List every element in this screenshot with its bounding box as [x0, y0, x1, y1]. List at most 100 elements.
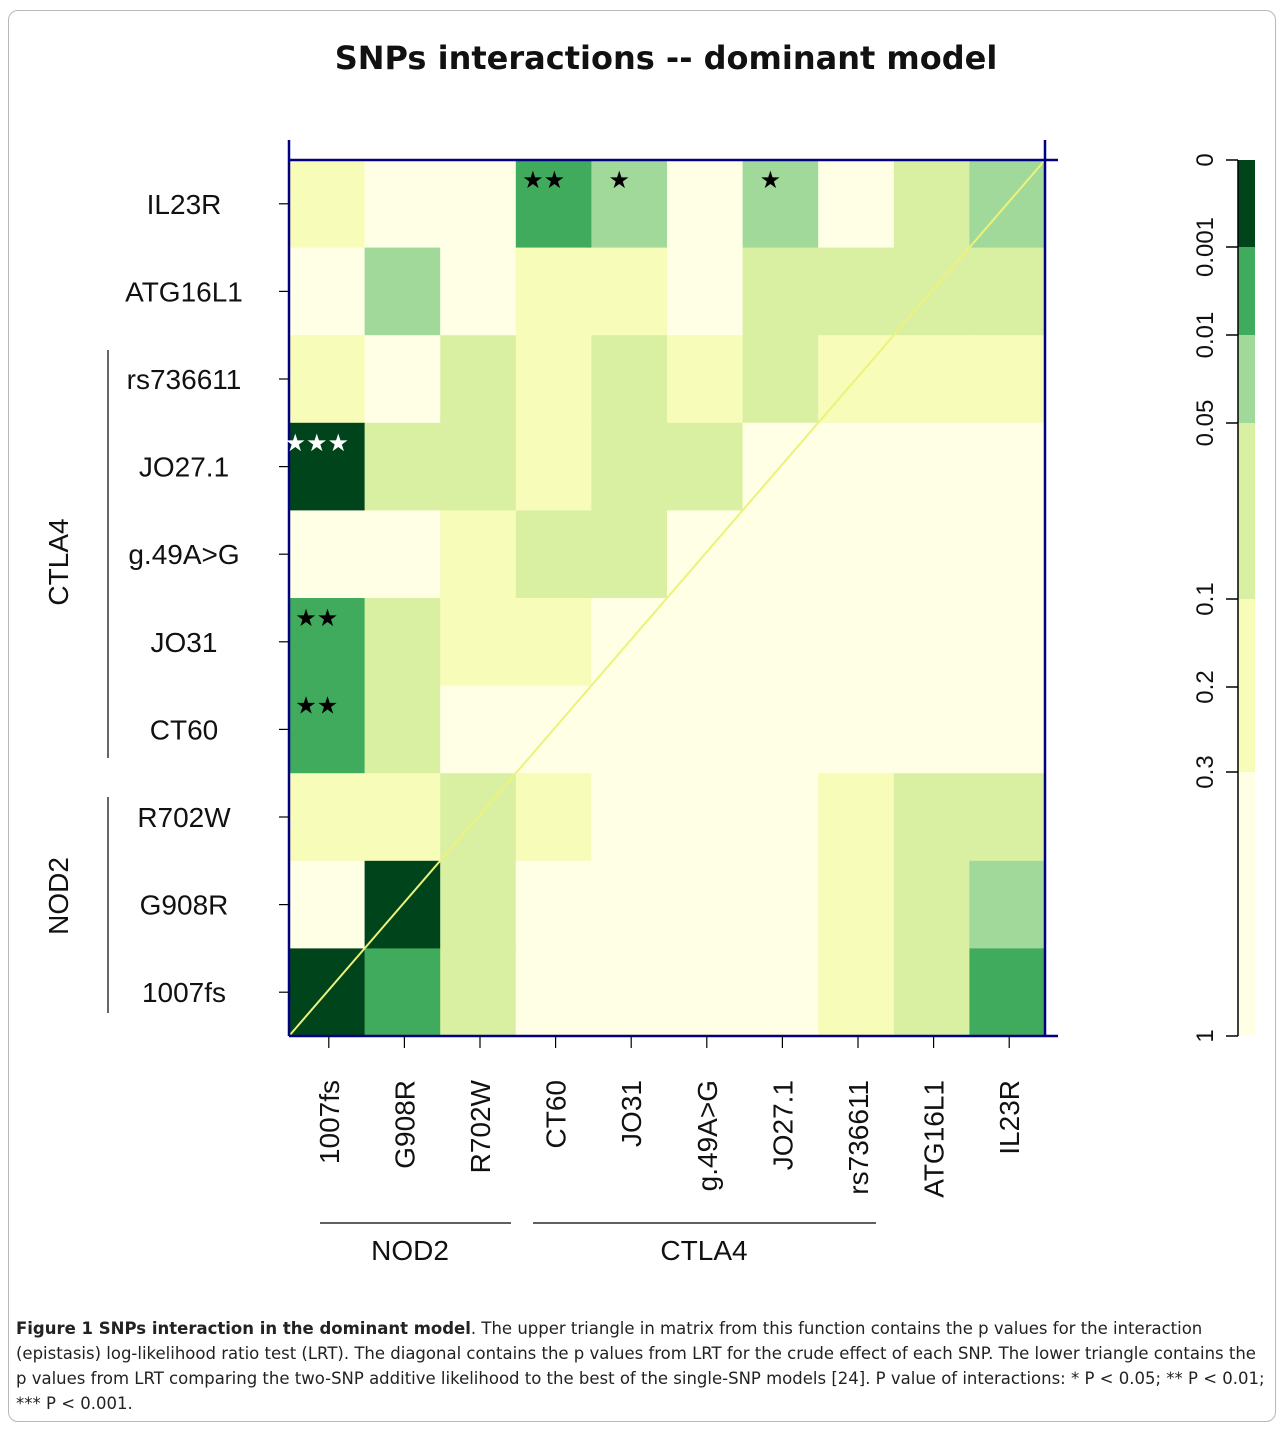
x-label-r702w: R702W — [465, 1079, 496, 1173]
cell-g-49a-g-jo31 — [591, 510, 668, 599]
cell-jo27-1-rs736611 — [818, 422, 895, 511]
cell-r702w-1007fs — [289, 773, 366, 862]
cell-g-49a-g-ct60 — [515, 510, 592, 599]
group-brackets: NOD2 NOD2 CTLA4 CTLA4 — [43, 350, 876, 1266]
cell-ct60-jo27-1 — [742, 685, 819, 774]
color-bar-label: 0.001 — [1192, 217, 1219, 277]
cell-1007fs-jo31 — [591, 948, 668, 1037]
cell-rs736611-jo31 — [591, 335, 668, 424]
y-label-atg16l1: ATG16L1 — [125, 276, 243, 307]
cell-g908r-jo31 — [591, 860, 668, 949]
cell-ct60-jo31 — [591, 685, 668, 774]
cell-r702w-jo31 — [591, 773, 668, 862]
cell-il23r-g908r — [364, 160, 441, 249]
cell-jo31-jo27-1 — [742, 598, 819, 687]
cell-jo27-1-ct60 — [515, 422, 592, 511]
cell-jo31-atg16l1 — [893, 598, 970, 687]
y-label-jo31: JO31 — [151, 627, 218, 658]
cell-atg16l1-jo31 — [591, 247, 668, 336]
cell-r702w-g-49a-g — [667, 773, 744, 862]
x-label-ct60: CT60 — [541, 1080, 572, 1148]
x-label-g-49a-g: g.49A>G — [692, 1080, 723, 1191]
cell-rs736611-g908r — [364, 335, 441, 424]
color-bar-label: 0.1 — [1192, 582, 1219, 615]
cell-ct60-il23r — [969, 685, 1046, 774]
cell-g908r-r702w — [440, 860, 517, 949]
group-label-y-nod2: NOD2 — [43, 857, 74, 935]
significance-stars: ★★★ — [285, 429, 350, 457]
cell-g908r-atg16l1 — [893, 860, 970, 949]
cell-r702w-g908r — [364, 773, 441, 862]
cell-il23r-1007fs — [289, 160, 366, 249]
color-bar-label: 0.3 — [1192, 755, 1219, 788]
cell-jo31-ct60 — [515, 598, 592, 687]
cell-jo31-rs736611 — [818, 598, 895, 687]
y-label-il23r: IL23R — [147, 189, 222, 220]
color-bar-band — [1238, 160, 1255, 247]
cell-rs736611-jo27-1 — [742, 335, 819, 424]
cell-rs736611-r702w — [440, 335, 517, 424]
cell-ct60-r702w — [440, 685, 517, 774]
cell-il23r-ct60 — [515, 160, 592, 249]
group-label-y-ctla4: CTLA4 — [43, 518, 74, 605]
cell-1007fs-il23r — [969, 948, 1046, 1037]
cell-1007fs-atg16l1 — [893, 948, 970, 1037]
cell-atg16l1-1007fs — [289, 247, 366, 336]
cell-jo27-1-il23r — [969, 422, 1046, 511]
x-label-jo31: JO31 — [616, 1080, 647, 1147]
cell-g-49a-g-r702w — [440, 510, 517, 599]
significance-stars: ★★ — [295, 604, 338, 632]
caption-bold: Figure 1 SNPs interaction in the dominan… — [16, 1319, 471, 1338]
cell-rs736611-il23r — [969, 335, 1046, 424]
cell-atg16l1-g-49a-g — [667, 247, 744, 336]
cell-jo27-1-1007fs — [289, 422, 366, 511]
cell-rs736611-g-49a-g — [667, 335, 744, 424]
cell-jo27-1-g-49a-g — [667, 422, 744, 511]
cell-jo27-1-jo31 — [591, 422, 668, 511]
cell-1007fs-r702w — [440, 948, 517, 1037]
cell-g908r-1007fs — [289, 860, 366, 949]
group-label-x-ctla4: CTLA4 — [660, 1235, 747, 1266]
y-label-g-49a-g: g.49A>G — [128, 539, 239, 570]
diagonal-line — [288, 159, 1046, 1037]
color-bar-label: 1 — [1192, 1029, 1219, 1042]
cell-r702w-jo27-1 — [742, 773, 819, 862]
cell-g-49a-g-jo27-1 — [742, 510, 819, 599]
x-axis-labels: 1007fs G908R R702W CT60 JO31 g.49A>G JO27.1 rs7… — [314, 1036, 1025, 1198]
cell-il23r-g-49a-g — [667, 160, 744, 249]
cell-atg16l1-il23r — [969, 247, 1046, 336]
cell-jo31-il23r — [969, 598, 1046, 687]
cell-g908r-ct60 — [515, 860, 592, 949]
cell-g-49a-g-1007fs — [289, 510, 366, 599]
color-bar-label: 0.2 — [1192, 670, 1219, 703]
cell-g908r-rs736611 — [818, 860, 895, 949]
cell-ct60-g-49a-g — [667, 685, 744, 774]
color-bar-label: 0 — [1192, 153, 1219, 166]
cell-ct60-g908r — [364, 685, 441, 774]
x-label-rs736611: rs736611 — [843, 1080, 874, 1195]
caption-text: . The upper triangle in matrix from this… — [16, 1319, 1265, 1413]
y-label-r702w: R702W — [137, 802, 231, 833]
cell-r702w-ct60 — [515, 773, 592, 862]
cell-rs736611-ct60 — [515, 335, 592, 424]
cell-r702w-il23r — [969, 773, 1046, 862]
cell-jo27-1-g908r — [364, 422, 441, 511]
cell-il23r-jo31 — [591, 160, 668, 249]
color-bar-band — [1238, 599, 1255, 772]
cell-1007fs-g908r — [364, 948, 441, 1037]
cell-atg16l1-g908r — [364, 247, 441, 336]
cell-rs736611-atg16l1 — [893, 335, 970, 424]
cell-g-49a-g-g908r — [364, 510, 441, 599]
x-label-il23r: IL23R — [994, 1080, 1025, 1155]
cell-g908r-jo27-1 — [742, 860, 819, 949]
cell-atg16l1-rs736611 — [818, 247, 895, 336]
y-label-g908r: G908R — [140, 890, 229, 921]
cell-jo27-1-atg16l1 — [893, 422, 970, 511]
cell-1007fs-g-49a-g — [667, 948, 744, 1037]
color-bar-band — [1238, 335, 1255, 423]
y-label-jo27-1: JO27.1 — [139, 452, 229, 483]
y-label-rs736611: rs736611 — [127, 364, 242, 395]
figure-frame — [8, 10, 1276, 1422]
cell-atg16l1-r702w — [440, 247, 517, 336]
cell-il23r-atg16l1 — [893, 160, 970, 249]
